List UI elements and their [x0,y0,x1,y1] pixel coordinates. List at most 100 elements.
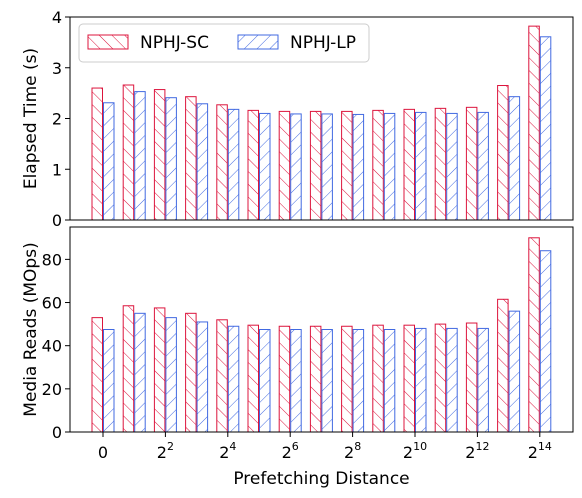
bar-nphj-sc-2-4 [216,104,228,221]
bar-nphj-sc-2-7 [309,110,322,221]
y-tick-label: 20 [42,380,62,399]
bar-nphj-lp-2-14 [539,36,552,221]
bar-nphj-lp-2-13 [508,96,521,221]
bar-nphj-lp-2-1 [134,91,146,221]
bar-nphj-sc-2-12 [465,322,478,433]
bar-nphj-lp-2-0 [103,102,115,221]
bar-nphj-sc-2-0 [91,317,103,433]
bar-nphj-lp-2-4 [227,325,240,433]
bar-nphj-sc-2-6 [278,325,291,433]
bar-nphj-sc-2-2 [153,307,166,433]
x-tick-base: 2 [344,443,354,462]
y-tick-label: 0 [52,423,62,442]
bar-nphj-lp-2-12 [477,327,489,433]
x-tick-label: 24 [219,440,236,462]
y-tick-label: 4 [52,8,62,27]
bar-nphj-lp-2-8 [352,113,365,221]
y-axis-label: Media Reads (MOps) [21,242,41,416]
bar-nphj-lp-2-7 [321,113,333,221]
bar-nphj-lp-2-5 [259,329,271,433]
y-tick-label: 60 [42,294,62,313]
bar-nphj-lp-2-1 [134,312,146,433]
elapsed-time-panel: 0 1 2 3 4 Elapsed Time (s) [21,8,574,230]
bar-nphj-sc-2-11 [434,323,447,433]
y-tick-label: 80 [42,250,62,269]
bar-nphj-sc-2-8 [341,110,353,221]
x-tick-exponent: 4 [229,440,236,453]
legend-label-nphj-lp: NPHJ-LP [290,33,356,53]
bar-nphj-lp-2-11 [446,327,458,433]
x-tick-exponent: 2 [167,440,174,453]
x-tick-base: 0 [98,443,108,462]
y-tick-label: 2 [52,110,62,129]
y-tick-label: 40 [42,337,62,356]
x-tick-exponent: 6 [292,440,299,453]
y-tick-label: 1 [52,160,62,179]
legend-label-nphj-sc: NPHJ-SC [140,33,209,53]
bar-nphj-sc-2-5 [247,324,259,433]
bar-nphj-sc-2-6 [278,110,291,221]
bar-nphj-sc-2-1 [122,84,135,221]
bar-nphj-sc-2-3 [185,312,197,433]
x-tick-label: 26 [282,440,299,462]
bar-nphj-lp-2-14 [539,250,552,433]
bar-nphj-sc-2-13 [497,85,509,221]
axes-frame [69,16,574,221]
bar-nphj-lp-2-2 [165,317,177,433]
bar-nphj-lp-2-13 [508,310,521,433]
bar-nphj-sc-2-13 [497,298,509,433]
bar-nphj-lp-2-8 [352,329,365,433]
bar-nphj-lp-2-3 [196,321,209,433]
bar-nphj-sc-2-4 [216,319,228,433]
bar-nphj-sc-2-2 [153,89,166,221]
x-tick-exponent: 10 [413,440,427,453]
bar-nphj-sc-2-9 [372,109,384,221]
legend-swatch-nphj-sc [87,34,129,50]
y-axis-label: Elapsed Time (s) [21,48,41,189]
x-tick-base: 2 [157,443,167,462]
legend-box [78,23,370,63]
bar-nphj-sc-2-14 [528,25,540,221]
x-tick-exponent: 8 [354,440,361,453]
x-tick-base: 2 [219,443,229,462]
bar-nphj-sc-2-10 [403,108,415,221]
x-tick-base: 2 [528,443,538,462]
x-tick-exponent: 12 [475,440,489,453]
bar-nphj-lp-2-2 [165,97,177,221]
bar-nphj-lp-2-5 [259,112,271,221]
bar-nphj-sc-2-14 [528,237,540,433]
bar-nphj-lp-2-10 [415,111,427,221]
axes-frame [69,226,574,433]
bar-nphj-lp-2-12 [477,111,489,221]
bar-nphj-sc-2-0 [91,87,103,221]
bar-nphj-sc-2-10 [403,324,415,433]
legend-swatch-nphj-lp [237,34,279,50]
x-tick-label: 210 [403,440,427,462]
x-tick-label: 0 [98,443,108,462]
bar-nphj-lp-2-6 [290,329,302,433]
y-tick-label: 3 [52,59,62,78]
x-tick-exponent: 14 [538,440,552,453]
bar-nphj-lp-2-0 [103,329,115,433]
bar-nphj-lp-2-6 [290,113,302,221]
bar-nphj-sc-2-5 [247,109,259,221]
x-tick-label: 22 [157,440,174,462]
bar-nphj-lp-2-11 [446,112,458,221]
x-tick-base: 2 [465,443,475,462]
bar-nphj-sc-2-3 [185,96,197,221]
x-axis-label: Prefetching Distance [233,469,409,489]
bar-nphj-sc-2-12 [465,106,478,221]
bar-nphj-lp-2-4 [227,108,240,221]
x-tick-base: 2 [282,443,292,462]
bar-nphj-sc-2-8 [341,325,353,433]
bar-nphj-sc-2-9 [372,324,384,433]
bar-nphj-sc-2-7 [309,325,322,433]
y-tick-label: 0 [52,211,62,230]
bar-nphj-lp-2-9 [383,112,396,221]
x-tick-label: 212 [465,440,489,462]
bar-nphj-lp-2-9 [383,329,396,433]
x-tick-base: 2 [403,443,413,462]
bar-nphj-sc-2-11 [434,107,447,221]
